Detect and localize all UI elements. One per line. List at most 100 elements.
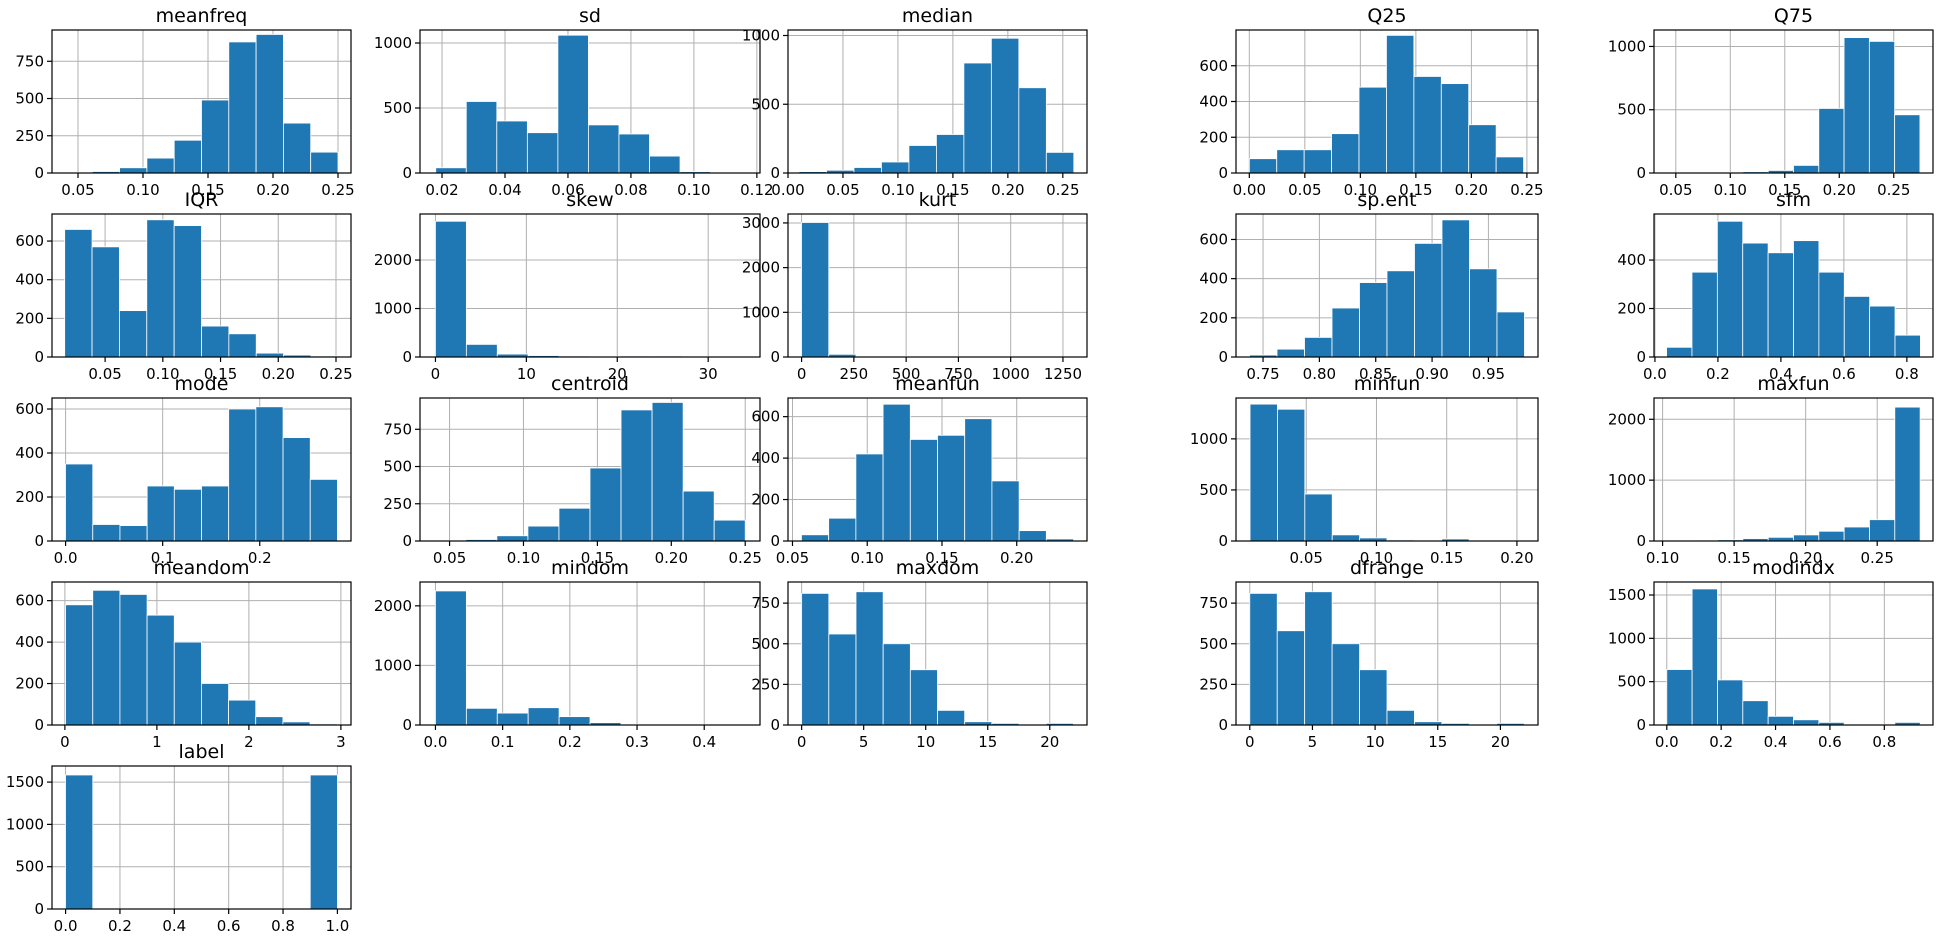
x-tick-label: 0.2 (248, 549, 272, 567)
y-tick-label: 400 (1617, 251, 1646, 269)
histogram-bar (618, 133, 650, 174)
y-tick-label: 400 (15, 271, 44, 289)
x-tick-label: 0.3 (625, 733, 649, 751)
subplot-title: Q25 (1367, 5, 1406, 27)
subplot-meandom: 0 1 2 3 0 200 400 600 meandom (15, 557, 352, 751)
y-tick-label: 200 (15, 488, 44, 506)
histogram-bar (1386, 34, 1415, 174)
x-tick-label: 0.95 (1472, 365, 1505, 383)
y-tick-label: 750 (383, 420, 412, 438)
x-tick-label: 10 (916, 733, 935, 751)
axes-frame (1653, 213, 1934, 358)
x-tick-label: 0.10 (1714, 181, 1747, 199)
y-tick-label: 1000 (1608, 37, 1646, 55)
histogram-bar (1767, 252, 1794, 358)
histogram-bar (201, 325, 230, 358)
y-tick-label: 0 (402, 348, 412, 366)
histogram-bar (1331, 307, 1360, 358)
histogram-bar (1018, 87, 1047, 174)
x-tick-label: 0.0 (1655, 733, 1679, 751)
histogram-bar (1691, 588, 1718, 726)
x-tick-label: 0.20 (1823, 181, 1856, 199)
histogram-bar (1249, 592, 1278, 726)
subplot-title: meandom (153, 557, 249, 579)
histogram-bar (1495, 156, 1524, 174)
histogram-bar (1386, 709, 1415, 726)
x-tick-label: 0.0 (54, 549, 78, 567)
axes-frame (1653, 397, 1934, 542)
histogram-bar (1358, 86, 1387, 174)
x-tick-label: 5 (859, 733, 869, 751)
x-tick-label: 0.10 (677, 181, 710, 199)
x-tick-label: 1 (152, 733, 162, 751)
histogram-bar (465, 343, 498, 358)
histogram-bar (1304, 337, 1333, 358)
y-tick-label: 1000 (374, 300, 412, 318)
histogram-bar (173, 139, 202, 174)
x-tick-label: 0.4 (692, 733, 716, 751)
axes-frame (51, 29, 352, 174)
subplot-title: sd (579, 5, 601, 27)
x-tick-label: 0.6 (217, 917, 241, 935)
y-tick-label: 250 (15, 127, 44, 145)
y-tick-label: 600 (1199, 57, 1228, 75)
subplot-title: dfrange (1350, 557, 1424, 579)
histogram-bar (649, 155, 681, 174)
y-tick-label: 1500 (1608, 586, 1646, 604)
y-tick-label: 0 (770, 716, 780, 734)
histogram-bar (496, 712, 529, 726)
x-tick-label: 0.4 (1764, 733, 1788, 751)
subplot-kurt: 0 250 500 750 1000 1250 0 1000 2000 3000 kurt (742, 189, 1088, 383)
y-tick-label: 250 (383, 495, 412, 513)
histogram-bar (1894, 406, 1921, 542)
histogram-bar (310, 151, 339, 174)
histogram-bar (146, 157, 175, 174)
y-tick-label: 0 (34, 900, 44, 918)
histogram-bar (1331, 534, 1361, 542)
x-tick-label: 0.04 (488, 181, 521, 199)
x-tick-label: 20 (1040, 733, 1059, 751)
histogram-bar (1793, 719, 1820, 726)
histogram-bar (1818, 108, 1845, 174)
histogram-bar (1793, 534, 1820, 542)
x-tick-label: 2 (244, 733, 254, 751)
histogram-bar (1468, 124, 1497, 174)
histogram-bar (526, 132, 559, 174)
histogram-bar (1793, 240, 1820, 358)
y-tick-label: 600 (751, 408, 780, 426)
x-tick-label: 0.00 (771, 181, 804, 199)
x-tick-label: 0 (797, 365, 807, 383)
histogram-bar (65, 604, 94, 726)
x-tick-label: 0.1 (491, 733, 515, 751)
histogram-bar (1440, 83, 1470, 174)
x-tick-label: 0.20 (262, 365, 295, 383)
subplot-title: meanfun (895, 373, 980, 395)
histogram-bar (1716, 220, 1744, 358)
x-tick-label: 0.2 (1709, 733, 1733, 751)
x-tick-label: 0.08 (614, 181, 647, 199)
subplot-sp-ent: 0.75 0.80 0.85 0.90 0.95 0 200 400 600 sp.ent (1199, 189, 1539, 383)
y-tick-label: 0 (34, 348, 44, 366)
x-tick-label: 0.15 (936, 181, 969, 199)
histogram-bar (937, 434, 966, 542)
histogram-bar (881, 161, 910, 174)
subplot-title: modindx (1752, 557, 1835, 579)
x-tick-label: 0.85 (1359, 365, 1392, 383)
histogram-bar (558, 716, 591, 726)
subplot-title: mindom (551, 557, 629, 579)
histogram-bar (309, 774, 338, 910)
histogram-bar (1691, 271, 1718, 358)
histogram-bar (990, 37, 1020, 174)
histogram-bar (435, 590, 467, 726)
x-tick-label: 0 (60, 733, 70, 751)
x-tick-label: 0.10 (851, 549, 884, 567)
histogram-bar (855, 453, 884, 542)
histogram-bar (255, 716, 284, 726)
histogram-bar (92, 524, 121, 542)
histogram-bar (201, 683, 229, 726)
y-tick-label: 200 (15, 309, 44, 327)
subplot-meanfreq: 0.05 0.10 0.15 0.20 0.25 0 250 500 750 meanfreq (15, 5, 354, 199)
x-tick-label: 0.10 (146, 365, 179, 383)
x-tick-label: 0.25 (1046, 181, 1079, 199)
x-tick-label: 1250 (1044, 365, 1082, 383)
